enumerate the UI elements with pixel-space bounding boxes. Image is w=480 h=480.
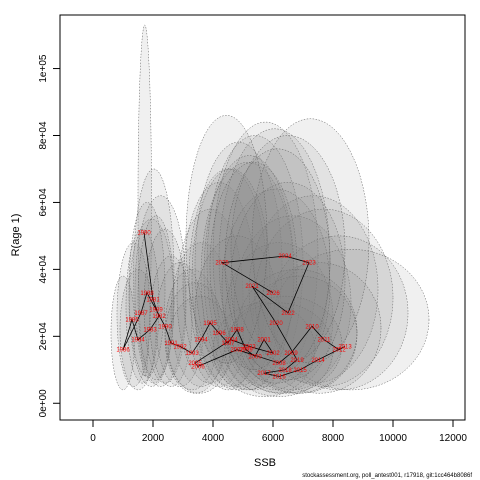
year-label-2021: 2021: [245, 284, 259, 290]
year-label-2019: 2019: [290, 358, 304, 364]
ellipse-2020: [221, 188, 331, 384]
ellipse-1994: [170, 242, 232, 387]
ellipse-1992: [155, 262, 205, 387]
y-axis: 0e+00 2e+04 4e+04 6e+04 8e+04 1e+05: [38, 54, 61, 418]
year-label-2004: 2004: [224, 338, 238, 344]
year-label-1991: 1991: [164, 341, 178, 347]
y-tick-label: 0e+00: [38, 389, 49, 418]
year-label-2017: 2017: [257, 371, 271, 377]
ellipse-1982: [134, 195, 187, 387]
year-label-1981: 1981: [146, 298, 160, 304]
year-label-2015: 2015: [293, 368, 307, 374]
year-label-2022: 2022: [281, 311, 295, 317]
ellipse-2013: [272, 249, 430, 391]
year-label-2000: 2000: [248, 354, 262, 360]
year-labels: 1980 1981 1982 1983 1984 1985 1986 1987 1988 1989…: [116, 231, 352, 381]
y-tick-label: 1e+05: [38, 54, 49, 83]
year-label-2018: 2018: [278, 368, 292, 374]
x-tick-label: 2000: [142, 433, 165, 444]
x-tick-label: 0: [90, 433, 96, 444]
x-tick-label: 12000: [439, 433, 467, 444]
year-label-2003: 2003: [242, 344, 256, 350]
year-label-2010: 2010: [305, 324, 319, 330]
year-label-1994: 1994: [194, 338, 208, 344]
x-tick-label: 8000: [322, 433, 345, 444]
year-label-1993: 1993: [185, 351, 199, 357]
y-tick-label: 8e+04: [38, 121, 49, 150]
year-label-2007: 2007: [230, 348, 244, 354]
ellipse-2014: [257, 262, 382, 394]
year-label-2006: 2006: [191, 364, 205, 370]
year-label-2026: 2026: [266, 291, 280, 297]
ellipse-2001: [212, 121, 319, 387]
year-label-1990: 1990: [158, 324, 172, 330]
year-label-2009: 2009: [284, 351, 298, 357]
year-label-2005: 2005: [188, 361, 202, 367]
year-label-1988: 1988: [140, 291, 154, 297]
ellipse-2022: [230, 182, 346, 381]
year-label-1996: 1996: [212, 331, 226, 337]
year-label-1998: 1998: [230, 328, 244, 334]
x-axis-title: SSB: [254, 457, 276, 469]
year-label-1987: 1987: [134, 311, 148, 317]
ellipse-2005: [164, 282, 226, 394]
year-label-1989: 1989: [149, 308, 163, 314]
year-label-2008: 2008: [272, 361, 286, 367]
year-label-1986: 1986: [116, 348, 130, 354]
y-tick-label: 2e+04: [38, 322, 49, 351]
year-label-2013: 2013: [338, 344, 352, 350]
year-label-1982: 1982: [152, 314, 166, 320]
year-label-1999: 1999: [239, 348, 253, 354]
x-axis: 0 2000 4000 6000 8000 10000 12000: [90, 419, 467, 444]
ellipse-2025: [185, 115, 268, 364]
year-label-2014: 2014: [311, 358, 325, 364]
ellipse-2019: [236, 269, 358, 394]
ellipse-2023: [251, 118, 370, 364]
year-label-2002: 2002: [266, 351, 280, 357]
ellipse-1981: [133, 168, 175, 384]
y-tick-label: 4e+04: [38, 255, 49, 284]
y-axis-title: R(age 1): [10, 214, 22, 257]
year-label-2020: 2020: [269, 321, 283, 327]
year-label-2001: 2001: [257, 338, 271, 344]
year-label-1980: 1980: [137, 231, 151, 237]
x-tick-label: 4000: [202, 433, 225, 444]
ellipse-1986: [110, 275, 136, 391]
year-path-line: [122, 232, 346, 377]
ellipse-2024: [230, 135, 346, 364]
ellipse-2018: [227, 295, 343, 394]
year-label-1983: 1983: [143, 328, 157, 334]
year-label-1992: 1992: [173, 344, 187, 350]
ellipse-2006: [167, 295, 232, 394]
y-tick-label: 6e+04: [38, 188, 49, 217]
year-label-2023: 2023: [302, 261, 316, 267]
year-label-1984: 1984: [131, 338, 145, 344]
year-label-1985: 1985: [125, 318, 139, 324]
year-label-2011: 2011: [318, 338, 332, 344]
year-label-2012: 2012: [332, 348, 346, 354]
ellipse-1993: [164, 269, 220, 391]
ellipse-1980: [137, 24, 152, 377]
year-label-1997: 1997: [221, 341, 235, 347]
year-label-1995: 1995: [203, 321, 217, 327]
year-label-2024: 2024: [278, 254, 292, 260]
year-label-2016: 2016: [272, 374, 286, 380]
ellipse-2026: [224, 148, 331, 374]
ellipse-1998: [194, 141, 283, 387]
x-tick-label: 10000: [379, 433, 407, 444]
footer-source: stockassessment.org, poll_antest001, r17…: [302, 473, 472, 479]
x-tick-label: 6000: [262, 433, 285, 444]
ellipse-1987: [125, 228, 160, 384]
ellipse-2003: [203, 155, 295, 391]
ellipse-2000: [206, 135, 304, 391]
ellipse-2010: [248, 195, 379, 384]
year-label-2025: 2025: [215, 261, 229, 267]
